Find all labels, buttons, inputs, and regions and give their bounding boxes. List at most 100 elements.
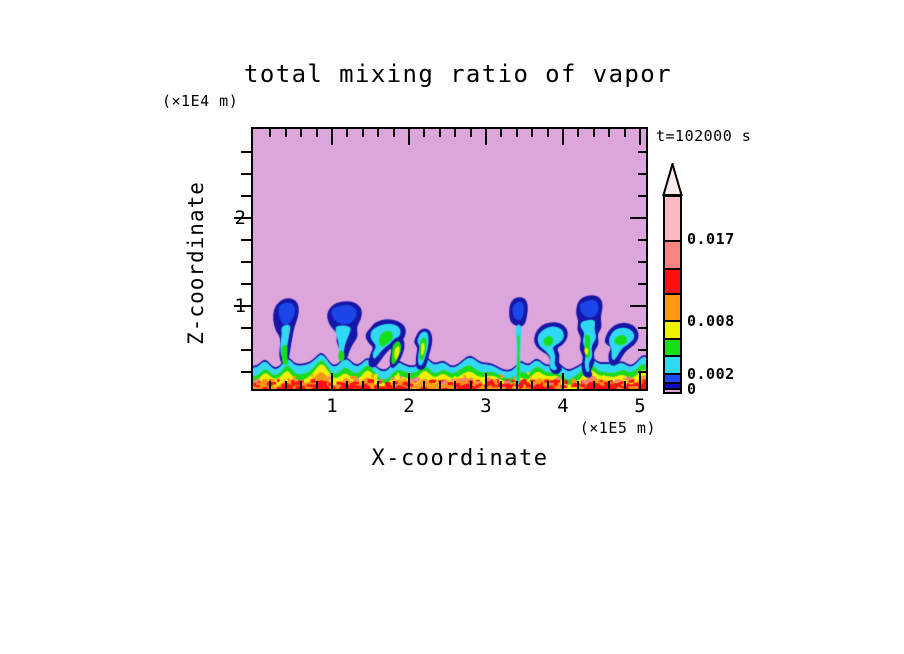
colorbar-value-label: 0.002 xyxy=(687,365,735,383)
tick-mark xyxy=(316,381,318,389)
tick-mark xyxy=(638,173,646,175)
tick-mark xyxy=(485,129,487,145)
tick-mark xyxy=(377,381,379,389)
tick-mark xyxy=(638,239,646,241)
colorbar-value-label: 0 xyxy=(687,380,697,398)
colorbar-segment xyxy=(663,268,682,293)
tick-mark xyxy=(638,195,646,197)
tick-mark xyxy=(393,129,395,137)
tick-mark xyxy=(285,381,287,389)
tick-mark xyxy=(500,381,502,389)
tick-mark xyxy=(241,283,251,285)
tick-mark xyxy=(638,349,646,351)
tick-mark xyxy=(331,129,333,145)
tick-mark xyxy=(269,381,271,389)
tick-mark xyxy=(362,381,364,389)
tick-mark xyxy=(454,381,456,389)
tick-mark xyxy=(241,151,251,153)
x-tick-label: 2 xyxy=(403,395,415,417)
colorbar-segment xyxy=(663,373,682,382)
colorbar-arrow xyxy=(662,163,683,196)
tick-mark xyxy=(547,129,549,137)
tick-mark xyxy=(639,129,641,145)
colorbar xyxy=(662,163,683,394)
tick-mark xyxy=(423,129,425,137)
colorbar-segment xyxy=(663,382,682,388)
tick-mark xyxy=(638,261,646,263)
x-axis-unit-label: (×1E5 m) xyxy=(579,419,656,437)
y-tick-label: 1 xyxy=(234,295,246,317)
tick-mark xyxy=(331,373,333,389)
tick-mark xyxy=(241,371,251,373)
tick-mark xyxy=(269,129,271,137)
tick-mark xyxy=(241,261,251,263)
tick-mark xyxy=(300,129,302,137)
colorbar-segment xyxy=(663,320,682,338)
colorbar-segment xyxy=(663,293,682,320)
tick-mark xyxy=(408,129,410,145)
y-axis-unit-label: (×1E4 m) xyxy=(162,92,239,110)
tick-mark xyxy=(485,373,487,389)
tick-mark xyxy=(439,381,441,389)
tick-mark xyxy=(241,173,251,175)
tick-mark xyxy=(516,129,518,137)
x-axis-label: X-coordinate xyxy=(371,446,549,471)
tick-mark xyxy=(608,381,610,389)
tick-mark xyxy=(408,373,410,389)
colorbar-value-label: 0.008 xyxy=(687,312,735,330)
x-tick-label: 1 xyxy=(326,395,338,417)
tick-mark xyxy=(241,349,251,351)
tick-mark xyxy=(639,373,641,389)
x-tick-label: 4 xyxy=(557,395,569,417)
tick-mark xyxy=(562,129,564,145)
tick-mark xyxy=(393,381,395,389)
tick-mark xyxy=(439,129,441,137)
time-label: t=102000 s xyxy=(656,127,752,145)
tick-mark xyxy=(470,129,472,137)
tick-mark xyxy=(454,129,456,137)
tick-mark xyxy=(531,129,533,137)
tick-mark xyxy=(516,381,518,389)
tick-mark xyxy=(630,305,646,307)
chart-title: total mixing ratio of vapor xyxy=(244,60,672,88)
y-tick-label: 2 xyxy=(234,207,246,229)
tick-mark xyxy=(638,371,646,373)
tick-mark xyxy=(624,381,626,389)
tick-mark xyxy=(500,129,502,137)
colorbar-segment xyxy=(663,355,682,373)
colorbar-segment xyxy=(663,388,682,394)
tick-mark xyxy=(547,381,549,389)
tick-mark xyxy=(362,129,364,137)
x-tick-label: 5 xyxy=(634,395,646,417)
vapor-field-heatmap xyxy=(253,129,646,389)
tick-mark xyxy=(562,373,564,389)
tick-mark xyxy=(241,327,251,329)
tick-mark xyxy=(241,195,251,197)
tick-mark xyxy=(300,381,302,389)
tick-mark xyxy=(316,129,318,137)
tick-mark xyxy=(630,217,646,219)
colorbar-segment xyxy=(663,195,682,240)
tick-mark xyxy=(608,129,610,137)
colorbar-value-label: 0.017 xyxy=(687,230,735,248)
tick-mark xyxy=(593,129,595,137)
tick-mark xyxy=(577,129,579,137)
tick-mark xyxy=(234,217,251,219)
colorbar-segment xyxy=(663,338,682,355)
tick-mark xyxy=(470,381,472,389)
x-tick-label: 3 xyxy=(480,395,492,417)
tick-mark xyxy=(241,239,251,241)
tick-mark xyxy=(285,129,287,137)
tick-mark xyxy=(577,381,579,389)
tick-mark xyxy=(423,381,425,389)
tick-mark xyxy=(624,129,626,137)
tick-mark xyxy=(638,327,646,329)
tick-mark xyxy=(593,381,595,389)
tick-mark xyxy=(638,151,646,153)
tick-mark xyxy=(377,129,379,137)
tick-mark xyxy=(638,283,646,285)
tick-mark xyxy=(531,381,533,389)
tick-mark xyxy=(346,381,348,389)
colorbar-segment xyxy=(663,240,682,268)
tick-mark xyxy=(234,305,251,307)
